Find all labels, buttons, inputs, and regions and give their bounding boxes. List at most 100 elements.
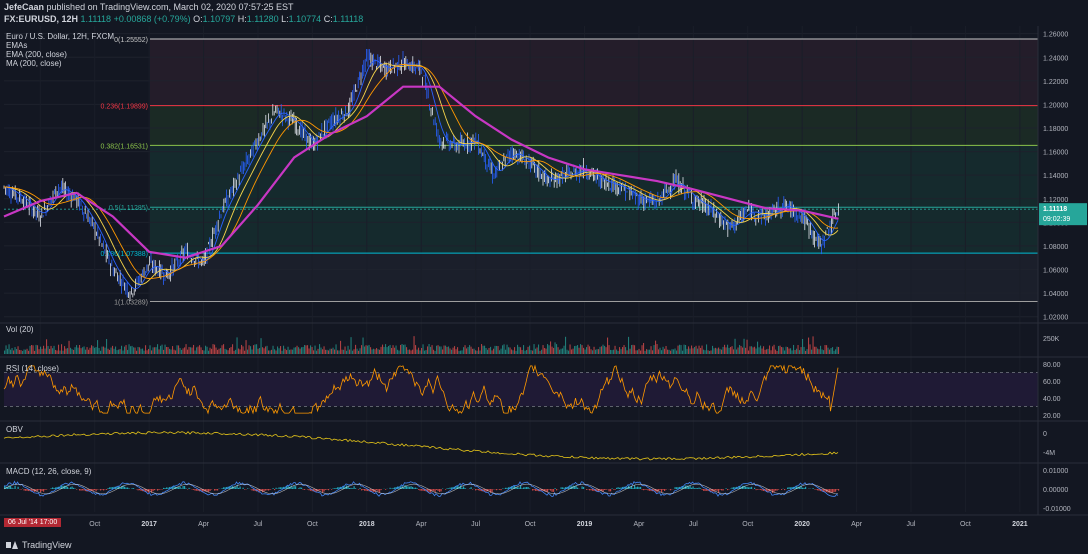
volume-bar xyxy=(445,345,447,354)
macd-histogram-bar xyxy=(815,489,817,490)
volume-bar xyxy=(749,346,751,354)
macd-histogram-bar xyxy=(787,487,789,489)
volume-bar xyxy=(119,349,121,354)
macd-histogram-bar xyxy=(125,487,127,489)
macd-histogram-bar xyxy=(551,489,553,492)
volume-bar xyxy=(443,345,445,354)
macd-histogram-bar xyxy=(643,489,645,491)
volume-bar xyxy=(613,349,615,354)
macd-histogram-bar xyxy=(145,489,147,492)
macd-histogram-bar xyxy=(470,487,472,489)
macd-histogram-bar xyxy=(635,487,637,489)
volume-bar xyxy=(358,350,360,354)
legend-emas[interactable]: EMAs xyxy=(6,41,28,50)
macd-histogram-bar xyxy=(182,486,184,489)
volume-bar xyxy=(649,349,651,354)
volume-bar xyxy=(224,348,226,354)
volume-bar xyxy=(529,345,531,354)
volume-bar xyxy=(712,345,714,354)
symbol-name[interactable]: FX:EURUSD, 12H xyxy=(4,14,79,24)
volume-bar xyxy=(643,342,645,354)
macd-histogram-bar xyxy=(488,489,490,491)
volume-bar xyxy=(202,350,204,354)
volume-bar xyxy=(625,347,627,354)
volume-bar xyxy=(130,346,132,354)
author-name[interactable]: JefeCaan xyxy=(4,2,45,12)
volume-bar xyxy=(278,348,280,354)
macd-histogram-bar xyxy=(263,489,265,492)
volume-bar xyxy=(320,347,322,354)
macd-histogram-bar xyxy=(794,486,796,489)
tradingview-brand[interactable]: TradingView xyxy=(6,540,72,550)
macd-histogram-bar xyxy=(679,486,681,489)
legend-ema200[interactable]: EMA (200, close) xyxy=(6,50,67,59)
macd-histogram-bar xyxy=(41,489,43,492)
volume-bar xyxy=(457,347,459,354)
volume-bar xyxy=(821,349,823,354)
macd-histogram-bar xyxy=(343,486,345,489)
volume-bar xyxy=(383,346,385,354)
fib-zone xyxy=(150,105,1038,146)
price-axis-tick: 1.24000 xyxy=(1043,55,1068,62)
volume-bar xyxy=(311,346,313,354)
volume-bar xyxy=(265,346,267,354)
volume-bar xyxy=(611,350,613,354)
macd-histogram-bar xyxy=(187,489,189,490)
macd-histogram-bar xyxy=(334,488,336,489)
volume-bar xyxy=(724,344,726,354)
volume-bar xyxy=(35,344,37,354)
volume-bar xyxy=(587,344,589,354)
macd-histogram-bar xyxy=(292,487,294,489)
macd-histogram-bar xyxy=(418,489,420,490)
macd-histogram-bar xyxy=(367,489,369,492)
macd-histogram-bar xyxy=(91,489,93,491)
volume-bar xyxy=(82,347,84,354)
volume-bar xyxy=(547,344,549,354)
volume-bar xyxy=(428,344,430,354)
vol-pane-label[interactable]: Vol (20) xyxy=(6,325,34,334)
macd-histogram-bar xyxy=(599,489,601,491)
volume-bar xyxy=(149,345,151,354)
volume-bar xyxy=(386,347,388,354)
legend-ma200[interactable]: MA (200, close) xyxy=(6,59,62,68)
rsi-pane-label[interactable]: RSI (14, close) xyxy=(6,364,59,373)
volume-bar xyxy=(140,348,142,354)
volume-bar xyxy=(365,345,367,354)
volume-bar xyxy=(709,350,711,354)
macd-histogram-bar xyxy=(272,488,274,489)
macd-pane-label[interactable]: MACD (12, 26, close, 9) xyxy=(6,467,92,476)
macd-histogram-bar xyxy=(163,487,165,489)
volume-bar xyxy=(619,347,621,354)
macd-histogram-bar xyxy=(389,487,391,489)
obv-axis-tick: -4M xyxy=(1043,450,1055,457)
macd-histogram-bar xyxy=(53,487,55,489)
volume-bar xyxy=(454,346,456,354)
volume-bar xyxy=(25,349,27,354)
volume-bar xyxy=(274,349,276,354)
macd-histogram-bar xyxy=(392,487,394,489)
time-axis-tick: Jul xyxy=(907,521,916,528)
macd-histogram-bar xyxy=(436,489,438,490)
macd-histogram-bar xyxy=(553,489,555,492)
volume-bar xyxy=(355,344,357,354)
macd-histogram-bar xyxy=(56,486,58,489)
obv-pane-label[interactable]: OBV xyxy=(6,425,23,434)
macd-histogram-bar xyxy=(352,488,354,489)
macd-histogram-bar xyxy=(193,489,195,490)
legend-title[interactable]: Euro / U.S. Dollar, 12H, FXCM xyxy=(6,32,115,41)
macd-histogram-bar xyxy=(796,486,798,489)
macd-histogram-bar xyxy=(625,486,627,489)
volume-bar xyxy=(65,348,67,354)
macd-histogram-bar xyxy=(697,488,699,489)
volume-bar xyxy=(754,346,756,354)
macd-histogram-bar xyxy=(326,489,328,490)
volume-bar xyxy=(752,347,754,354)
rsi-line xyxy=(3,364,839,415)
volume-bar xyxy=(829,349,831,354)
macd-histogram-bar xyxy=(64,485,66,489)
macd-histogram-bar xyxy=(664,489,666,491)
volume-bar xyxy=(739,344,741,354)
tradingview-logo-icon xyxy=(6,541,18,549)
volume-bar xyxy=(581,345,583,354)
